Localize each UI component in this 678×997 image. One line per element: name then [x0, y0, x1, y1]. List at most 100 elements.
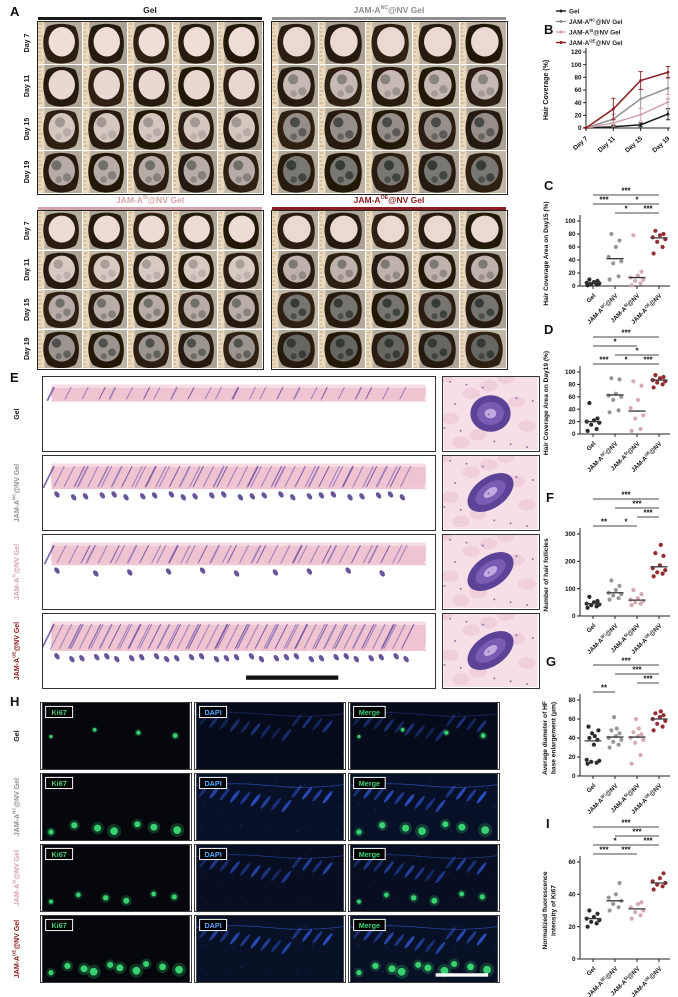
svg-text:Ki67: Ki67	[51, 921, 66, 930]
mouse-photo-gel-day11-1	[38, 65, 82, 107]
histology-image-si	[42, 534, 436, 610]
mouse-photo-nc-day7-2	[319, 22, 365, 64]
svg-text:***: ***	[621, 846, 631, 855]
group-header-oe: JAM-AOE@NV Gel	[353, 195, 425, 205]
mouse-photo-oe-day7-2	[319, 211, 365, 250]
group-grid-border-oe	[270, 209, 508, 370]
svg-text:*: *	[624, 518, 628, 527]
mouse-photo-si-day15-4	[173, 290, 217, 329]
mouse-photo-si-day11-1	[38, 250, 82, 289]
panel-g-chart: 0 20 40 60 80 Average diameter of HF base enla…	[540, 652, 678, 816]
mouse-photo-nc-day15-5	[460, 108, 506, 150]
mouse-photo-nc-day11-2	[319, 65, 365, 107]
panel-i-chart: 0 20 40 60 Normalized fluorescence intensity …	[540, 814, 678, 997]
svg-text:60: 60	[568, 244, 576, 251]
mouse-photo-oe-day15-3	[366, 290, 412, 329]
mouse-photo-gel-day7-2	[83, 22, 127, 64]
svg-text:40: 40	[574, 100, 582, 107]
mouse-photo-oe-day11-3	[366, 250, 412, 289]
panel-letter-e: E	[10, 370, 19, 385]
svg-text:Number of hair follicles: Number of hair follicles	[543, 538, 550, 612]
svg-text:Day 7: Day 7	[572, 135, 590, 152]
svg-text:60: 60	[568, 716, 576, 723]
mouse-photo-oe-day19-3	[366, 329, 412, 368]
mouse-photo-si-day15-1	[38, 290, 82, 329]
mouse-photo-si-day7-2	[83, 211, 127, 250]
svg-text:***: ***	[621, 187, 631, 196]
svg-text:JAM-AOE@NV Gel: JAM-AOE@NV Gel	[569, 39, 623, 47]
group-header-nc: JAM-ANC@NV Gel	[353, 5, 425, 15]
mouse-photo-oe-day15-1	[272, 290, 318, 329]
mouse-photo-si-day19-4	[173, 329, 217, 368]
mouse-photo-nc-day15-4	[413, 108, 459, 150]
svg-text:40: 40	[568, 892, 576, 899]
svg-text:***: ***	[643, 837, 653, 846]
group-grid-border-gel	[36, 20, 264, 195]
day-row-label: Day 7	[24, 220, 31, 240]
svg-text:100: 100	[571, 62, 582, 69]
panel-letter-i: I	[546, 816, 550, 831]
svg-text:*: *	[624, 205, 628, 214]
histology-image-gel	[42, 376, 436, 452]
svg-text:*: *	[613, 837, 617, 846]
svg-text:20: 20	[574, 113, 582, 120]
svg-text:0: 0	[572, 956, 576, 963]
panel-f-chart: 0 100 200 300 Number of hair follicles *** ***…	[540, 486, 678, 656]
svg-text:***: ***	[621, 329, 631, 338]
histology-zoom-image-si	[434, 529, 540, 610]
svg-text:*: *	[635, 347, 639, 356]
mouse-photo-nc-day11-3	[366, 65, 412, 107]
svg-text:80: 80	[568, 697, 576, 704]
day-row-label: Day 19	[24, 337, 31, 361]
fluorescence-image-nc-merge: Merge	[348, 773, 500, 841]
mouse-photo-gel-day11-4	[173, 65, 217, 107]
mouse-photo-si-day7-3	[128, 211, 172, 250]
svg-text:Gel: Gel	[585, 292, 597, 304]
fluorescence-row-label-gel: Gel	[14, 730, 21, 742]
svg-text:Hair Coverage Area on Day15 (%: Hair Coverage Area on Day15 (%)	[543, 201, 550, 305]
panel-letter-b: B	[544, 22, 554, 37]
mouse-photo-oe-day7-5	[460, 211, 506, 250]
mouse-photo-si-day19-3	[128, 329, 172, 368]
mouse-photo-gel-day15-3	[128, 108, 172, 150]
svg-text:***: ***	[632, 500, 642, 509]
svg-text:***: ***	[632, 666, 642, 675]
mouse-photo-si-day15-5	[218, 290, 262, 329]
svg-text:DAPI: DAPI	[204, 779, 221, 788]
mouse-photo-oe-day7-3	[366, 211, 412, 250]
svg-text:20: 20	[568, 924, 576, 931]
svg-text:20: 20	[568, 270, 576, 277]
svg-text:Ki67: Ki67	[51, 779, 66, 788]
mouse-photo-oe-day7-4	[413, 211, 459, 250]
group-header-bar-si	[38, 207, 262, 210]
mouse-photo-nc-day7-5	[460, 22, 506, 64]
mouse-photo-gel-day15-1	[38, 108, 82, 150]
mouse-photo-oe-day19-5	[460, 329, 506, 368]
mouse-photo-nc-day7-3	[366, 22, 412, 64]
svg-text:JAM-ASI@NV Gel: JAM-ASI@NV Gel	[569, 28, 621, 36]
histology-zoom-image-oe	[434, 608, 540, 689]
histology-image-nc	[42, 455, 436, 531]
group-header-bar-gel	[38, 17, 262, 20]
svg-text:80: 80	[574, 75, 582, 82]
panel-letter-c: C	[544, 178, 554, 193]
mouse-photo-si-day19-5	[218, 329, 262, 368]
svg-text:20: 20	[568, 419, 576, 426]
group-header-si: JAM-ASI@NV Gel	[115, 195, 185, 205]
panel-letter-f: F	[546, 490, 554, 505]
group-grid-border-nc	[270, 20, 508, 195]
svg-text:60: 60	[568, 394, 576, 401]
svg-text:*: *	[613, 338, 617, 347]
fluorescence-image-si-ki67: Ki67	[40, 844, 192, 912]
fluorescence-image-si-dapi: DAPI	[194, 844, 346, 912]
svg-text:80: 80	[568, 382, 576, 389]
svg-text:Hair Coverage (%): Hair Coverage (%)	[543, 60, 550, 120]
svg-text:DAPI: DAPI	[204, 850, 221, 859]
mouse-photo-nc-day19-4	[413, 151, 459, 193]
svg-text:40: 40	[568, 735, 576, 742]
mouse-photo-oe-day19-1	[272, 329, 318, 368]
svg-text:0: 0	[572, 773, 576, 780]
svg-text:Gel: Gel	[585, 440, 597, 452]
mouse-photo-nc-day15-3	[366, 108, 412, 150]
day-row-label: Day 11	[24, 258, 31, 281]
